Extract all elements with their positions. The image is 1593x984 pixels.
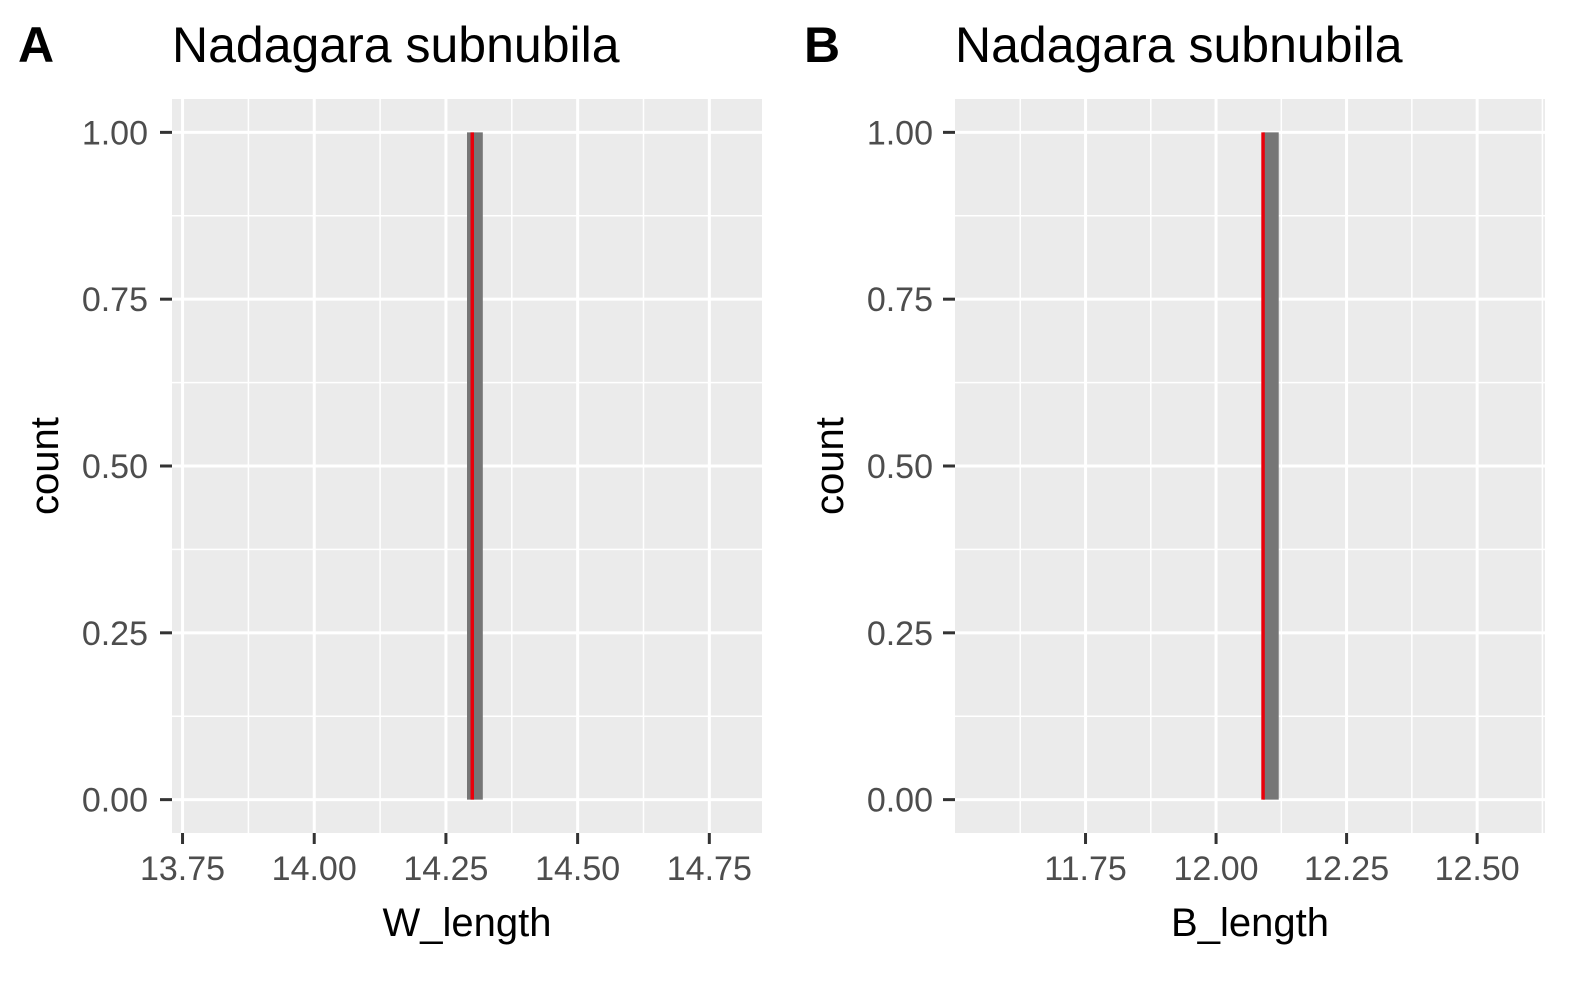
y-axis-title: count <box>808 417 852 515</box>
chart-panel-b: B Nadagara subnubila 0.00 0.25 0.50 0.75 1.00 1… <box>804 17 1545 945</box>
x-tick-label: 11.75 <box>1044 850 1127 888</box>
y-tick-label: 1.00 <box>867 114 933 152</box>
x-axis-title: B_length <box>1171 901 1329 945</box>
x-tick-label: 14.75 <box>667 850 752 888</box>
y-tick-label: 0.75 <box>867 281 933 319</box>
chart-title: Nadagara subnubila <box>955 17 1403 73</box>
chart-title: Nadagara subnubila <box>172 17 620 73</box>
x-tick-label: 12.25 <box>1304 850 1389 888</box>
x-tick-label: 14.50 <box>535 850 620 888</box>
y-tick-label: 0.50 <box>867 448 933 486</box>
x-axis-title: W_length <box>383 901 552 945</box>
y-tick-label: 0.25 <box>82 615 148 653</box>
x-tick-label: 14.00 <box>272 850 357 888</box>
x-tick-label: 12.00 <box>1174 850 1259 888</box>
y-axis-title: count <box>23 417 67 515</box>
y-tick-label: 0.00 <box>867 782 933 820</box>
panel-tag: B <box>804 17 840 73</box>
chart-panel-a: A Nadagara subnubila 0.00 0.25 0.50 0.75 1.00 1… <box>18 17 762 945</box>
histogram-bar <box>1263 132 1279 800</box>
y-tick-label: 0.25 <box>867 615 933 653</box>
histogram-bar <box>467 132 483 800</box>
x-tick-label: 12.50 <box>1435 850 1520 888</box>
x-tick-label: 13.75 <box>140 850 225 888</box>
panel-tag: A <box>18 17 54 73</box>
y-tick-label: 0.00 <box>82 782 148 820</box>
y-tick-label: 0.50 <box>82 448 148 486</box>
y-tick-label: 0.75 <box>82 281 148 319</box>
x-tick-label: 14.25 <box>403 850 488 888</box>
y-tick-label: 1.00 <box>82 114 148 152</box>
